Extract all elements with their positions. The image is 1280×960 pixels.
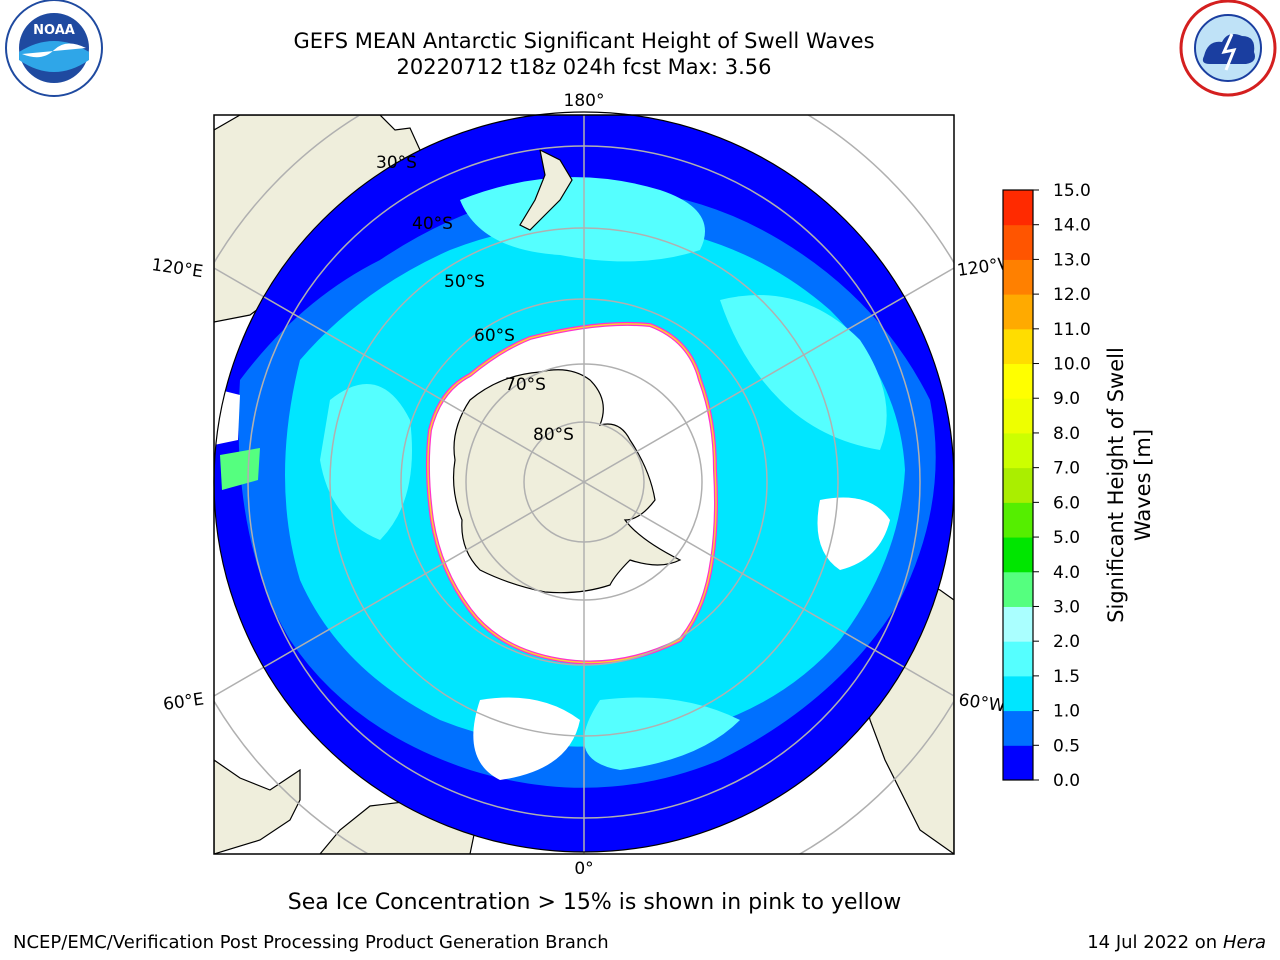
swell-band-2.0-a <box>460 177 705 262</box>
no-data-area-bottom <box>473 697 580 780</box>
colorbar-tick-label: 1.0 <box>1053 702 1080 722</box>
lon-label-180: 180° <box>564 91 605 111</box>
colorbar-segment <box>1003 294 1033 330</box>
chart-subtitle: 20220712 t18z 024h fcst Max: 3.56 <box>396 55 772 79</box>
lat-label-30s: 30°S <box>376 153 417 173</box>
colorbar-tick-label: 0.5 <box>1053 736 1080 756</box>
lon-label-0: 0° <box>574 859 593 879</box>
colorbar-segment <box>1003 606 1033 642</box>
colorbar-tick-label: 10.0 <box>1053 355 1091 375</box>
colorbar-segment <box>1003 641 1033 677</box>
colorbar: 0.0 0.5 1.0 1.5 2.0 3.0 4.0 5.0 6.0 7.0 8.0 9.0 10.0… <box>1002 181 1091 791</box>
colorbar-segment <box>1003 398 1033 434</box>
colorbar-segment <box>1003 467 1033 503</box>
noaa-logo-text: NOAA <box>33 23 75 38</box>
colorbar-segment <box>1003 745 1033 781</box>
sea-ice-edge-inner <box>427 323 717 664</box>
colorbar-tick-label: 0.0 <box>1053 771 1080 791</box>
colorbar-segment <box>1003 190 1033 226</box>
colorbar-tick-label: 12.0 <box>1053 285 1091 305</box>
caption: Sea Ice Concentration > 15% is shown in … <box>287 890 902 915</box>
map-frame <box>213 114 955 855</box>
colorbar-tick-label: 3.0 <box>1053 597 1080 617</box>
nws-logo <box>1176 0 1280 104</box>
colorbar-tick-label: 9.0 <box>1053 389 1080 409</box>
colorbar-tick-label: 4.0 <box>1053 563 1080 583</box>
graticule <box>214 115 954 854</box>
colorbar-tick-label: 6.0 <box>1053 493 1080 513</box>
chart-title: GEFS MEAN Antarctic Significant Height o… <box>293 29 875 53</box>
colorbar-tick-label: 5.0 <box>1053 528 1080 548</box>
colorbar-label-line2: Waves [m] <box>1131 429 1155 541</box>
colorbar-tick-label: 2.0 <box>1053 632 1080 652</box>
colorbar-segment <box>1003 675 1033 712</box>
colorbar-segment <box>1003 363 1033 399</box>
lon-label-60w: 60°W <box>957 690 1006 716</box>
colorbar-segment <box>1003 328 1033 365</box>
colorbar-segment <box>1003 710 1033 746</box>
africa-land <box>214 759 301 854</box>
colorbar-label-line1: Significant Height of Swell <box>1104 347 1128 623</box>
colorbar-tick-label: 11.0 <box>1053 320 1091 340</box>
noaa-logo: NOAA <box>2 0 106 104</box>
swell-band-2.0-c <box>320 384 412 540</box>
footer-credit: NCEP/EMC/Verification Post Processing Pr… <box>13 932 609 953</box>
swell-band-2.0-b <box>720 295 887 450</box>
lat-label-50s: 50°S <box>444 272 485 292</box>
meridian-60e-120w <box>214 267 954 697</box>
lat-label-70s: 70°S <box>505 375 546 395</box>
colorbar-tick-label: 15.0 <box>1053 181 1091 201</box>
colorbar-segment <box>1003 537 1033 573</box>
colorbar-tick-label: 13.0 <box>1053 250 1091 270</box>
colorbar-segment <box>1003 502 1033 538</box>
colorbar-frame <box>1002 189 1034 781</box>
footer-date: 14 Jul 2022 on Hera <box>1087 932 1266 953</box>
colorbar-tick-label: 14.0 <box>1053 216 1091 236</box>
antarctica-land <box>452 369 682 594</box>
footer-date-text: 14 Jul 2022 on <box>1087 932 1223 953</box>
lat-label-40s: 40°S <box>412 214 453 234</box>
colorbar-tick-label: 8.0 <box>1053 424 1080 444</box>
colorbar-segment <box>1003 224 1033 260</box>
lat-label-80s: 80°S <box>533 425 574 445</box>
colorbar-segment <box>1003 571 1033 607</box>
colorbar-segment <box>1003 432 1033 469</box>
swell-band-2.0-d <box>584 697 740 770</box>
colorbar-tick-label: 1.5 <box>1053 667 1080 687</box>
lon-label-120e: 120°E <box>150 255 204 282</box>
colorbar-tick-label: 7.0 <box>1053 459 1080 479</box>
colorbar-segment <box>1003 259 1033 295</box>
lat-label-60s: 60°S <box>474 326 515 346</box>
swell-band-3.0 <box>220 448 260 490</box>
footer-machine: Hera <box>1222 932 1266 953</box>
new-zealand-land <box>519 148 573 231</box>
lon-label-60e: 60°E <box>162 689 205 714</box>
